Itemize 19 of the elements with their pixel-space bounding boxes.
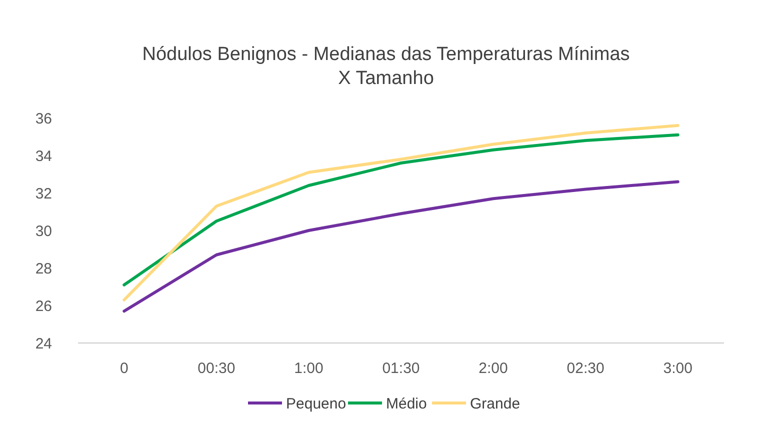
y-tick-label: 28 xyxy=(35,260,52,278)
y-tick-label: 36 xyxy=(35,110,52,128)
legend-label: Médio xyxy=(386,395,427,412)
x-tick-label: 0 xyxy=(120,360,128,377)
x-tick-label: 3:00 xyxy=(663,360,692,377)
x-tick-label: 1:00 xyxy=(294,360,324,377)
line-series xyxy=(122,180,680,313)
chart-title: Nódulos Benignos - Medianas das Temperaturas Mínimas X Tamanho xyxy=(142,44,630,89)
y-tick-label: 32 xyxy=(35,185,52,202)
x-tick-label: 2:00 xyxy=(478,360,508,377)
x-tick-label: 02:30 xyxy=(566,360,604,377)
y-tick-label: 26 xyxy=(35,298,52,315)
y-tick-label: 24 xyxy=(35,335,52,352)
y-tick-label: 34 xyxy=(35,148,52,165)
x-tick-label: 01:30 xyxy=(382,360,420,377)
y-tick-label: 30 xyxy=(35,222,52,240)
x-tick-label: 00:30 xyxy=(198,360,236,377)
legend-label: Pequeno xyxy=(286,395,346,412)
legend-label: Grande xyxy=(470,395,520,412)
